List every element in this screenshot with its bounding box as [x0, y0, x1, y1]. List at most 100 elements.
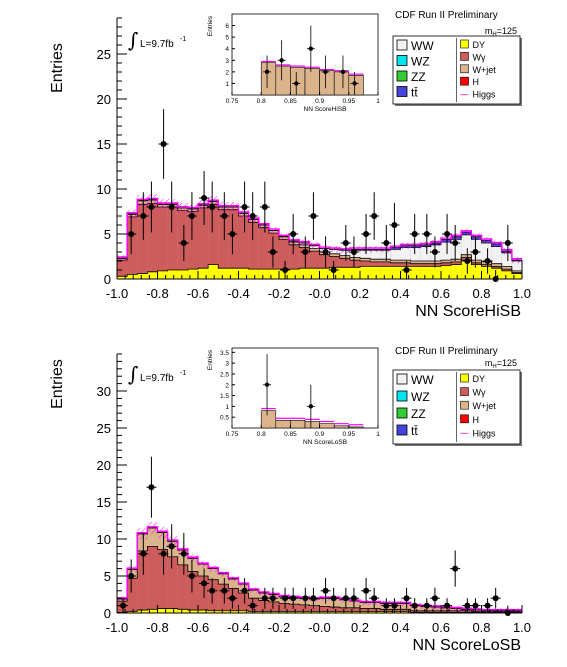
inset-x-tick-label: 1 — [376, 98, 380, 105]
x-axis-label: NN ScoreHiSB — [415, 303, 521, 320]
x-tick-label: -0.4 — [227, 286, 249, 301]
dy-bin — [258, 269, 269, 279]
data-point — [201, 580, 208, 587]
wjet-bin — [410, 605, 421, 613]
syst-band — [390, 244, 401, 251]
legend-label: tt̄ — [411, 86, 418, 100]
dy-bin — [420, 266, 431, 279]
dy-bin — [511, 273, 522, 279]
syst-band — [451, 605, 462, 612]
dy-bin — [218, 610, 229, 613]
data-point — [330, 595, 337, 602]
inset-y-tick-label: 2 — [225, 382, 229, 389]
x-tick-label: -0.0 — [308, 620, 330, 635]
inset-bkg-bin — [290, 66, 306, 96]
dy-bin — [309, 611, 320, 613]
dy-bin — [370, 611, 381, 613]
inset-bkg-bin — [260, 410, 277, 429]
inset-bkg-bin — [304, 68, 320, 96]
wgamma-bin — [198, 207, 209, 279]
inset-data-point — [340, 69, 346, 75]
data-point — [261, 595, 268, 602]
syst-band — [117, 596, 128, 602]
dy-bin — [157, 608, 168, 613]
inset-x-tick-label: 0.75 — [226, 431, 239, 438]
syst-band — [400, 242, 411, 249]
y-axis-label: Entries — [49, 359, 66, 409]
data-point — [282, 595, 289, 602]
y-tick-label: 25 — [97, 421, 111, 436]
data-point — [423, 602, 430, 609]
inset-bkg-bin — [275, 420, 291, 429]
inset-bkg-bin — [319, 423, 335, 429]
dy-bin — [390, 611, 401, 613]
data-point — [209, 587, 216, 594]
main-plot: -1.0 -0.8 -0.6 -0.4 -0.2 -0.0 0.2 0.4 0.6 0.8 1.0 0… — [97, 17, 531, 301]
mass-value: =125 — [497, 26, 517, 36]
data-point — [444, 602, 451, 609]
wgamma-bin — [258, 227, 269, 279]
syst-band — [319, 595, 330, 601]
data-point — [472, 602, 479, 609]
wgamma-bin — [319, 606, 330, 613]
data-point — [310, 595, 317, 602]
legend-label: DY — [473, 40, 486, 50]
data-point — [180, 550, 187, 557]
higgs-line — [117, 197, 522, 260]
x-tick-label: -0.6 — [187, 286, 209, 301]
x-tick-label: 0.2 — [351, 620, 369, 635]
data-point — [302, 595, 309, 602]
syst-band — [471, 233, 482, 240]
wjet-bin — [420, 606, 431, 613]
mass-label: mH=125 — [485, 358, 517, 370]
syst-band — [208, 565, 219, 572]
legend-swatch — [396, 373, 408, 385]
wgamma-bin — [248, 222, 259, 279]
dy-bin — [218, 268, 229, 279]
y-tick-label: 20 — [97, 92, 111, 107]
wgamma-bin — [299, 247, 310, 279]
inset-bkg-bin — [260, 62, 277, 96]
dy-bin — [339, 611, 350, 613]
wgamma-bin — [258, 600, 269, 613]
dy-bin — [137, 273, 148, 279]
y-tick-label: 5 — [104, 227, 111, 242]
inset-data-point — [352, 81, 357, 86]
dy-bin — [268, 269, 279, 279]
dy-bin — [198, 268, 209, 279]
data-point — [221, 587, 228, 594]
data-point — [140, 213, 147, 219]
data-point — [383, 602, 390, 609]
syst-band — [248, 215, 259, 224]
data-point — [423, 231, 430, 237]
luminosity-label: ∫ L=9.7fb -1 — [128, 362, 186, 386]
syst-band — [157, 199, 168, 210]
syst-band — [339, 247, 350, 254]
legend-label: Higgs — [473, 428, 497, 438]
syst-band — [218, 201, 229, 213]
dy-bin — [167, 608, 178, 613]
inset-y-tick-label: 2 — [225, 69, 229, 76]
dy-bin — [329, 611, 340, 613]
dy-bin — [208, 610, 219, 613]
wjet-bin — [430, 607, 441, 613]
dy-bin — [491, 268, 502, 279]
data-point — [160, 550, 167, 557]
data-point — [229, 231, 236, 237]
data-point — [403, 595, 410, 602]
svg-text:∫: ∫ — [128, 362, 138, 386]
syst-band — [319, 245, 330, 252]
x-tick-label: 0.6 — [432, 286, 450, 301]
x-tick-label: -0.8 — [146, 620, 168, 635]
legend-label: WZ — [411, 55, 430, 69]
legend-swatch — [460, 52, 469, 61]
syst-band — [218, 571, 229, 577]
data-point — [269, 249, 276, 255]
wjet-bin — [349, 601, 360, 613]
syst-band — [349, 598, 360, 604]
dy-bin — [279, 611, 290, 613]
syst-band — [481, 608, 492, 614]
wgamma-bin — [329, 607, 340, 613]
dy-bin — [380, 611, 391, 613]
syst-band — [208, 196, 219, 208]
